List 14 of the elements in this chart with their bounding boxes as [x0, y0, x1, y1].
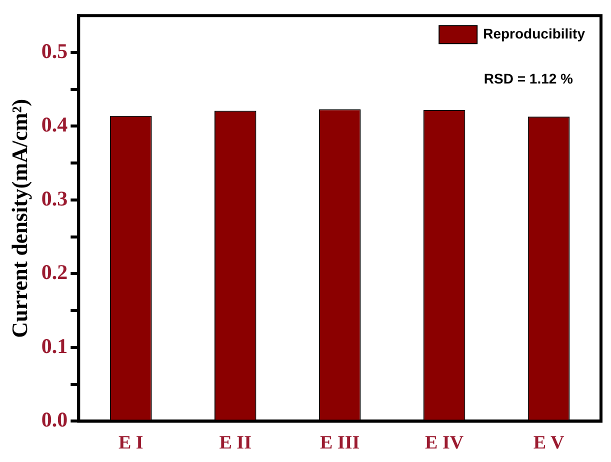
y-tick-label: 0.0: [41, 408, 68, 432]
y-axis-title: Current density(mA/cm²): [6, 98, 32, 338]
x-tick-label: E I: [118, 432, 144, 454]
x-tick-label: E IV: [425, 432, 464, 454]
x-tick-label: E V: [533, 432, 564, 454]
y-tick-label: 0.3: [41, 186, 68, 210]
x-tick-label: E II: [219, 432, 252, 454]
y-tick-label: 0.5: [41, 38, 68, 63]
x-tick-label: E III: [320, 432, 360, 454]
y-tick-label: 0.1: [41, 334, 68, 358]
y-tick-label: 0.4: [41, 112, 68, 137]
y-tick-label: 0.2: [41, 260, 68, 284]
legend-label: Reproducibility: [483, 25, 586, 42]
annotation: RSD = 1.12 %: [484, 70, 574, 86]
